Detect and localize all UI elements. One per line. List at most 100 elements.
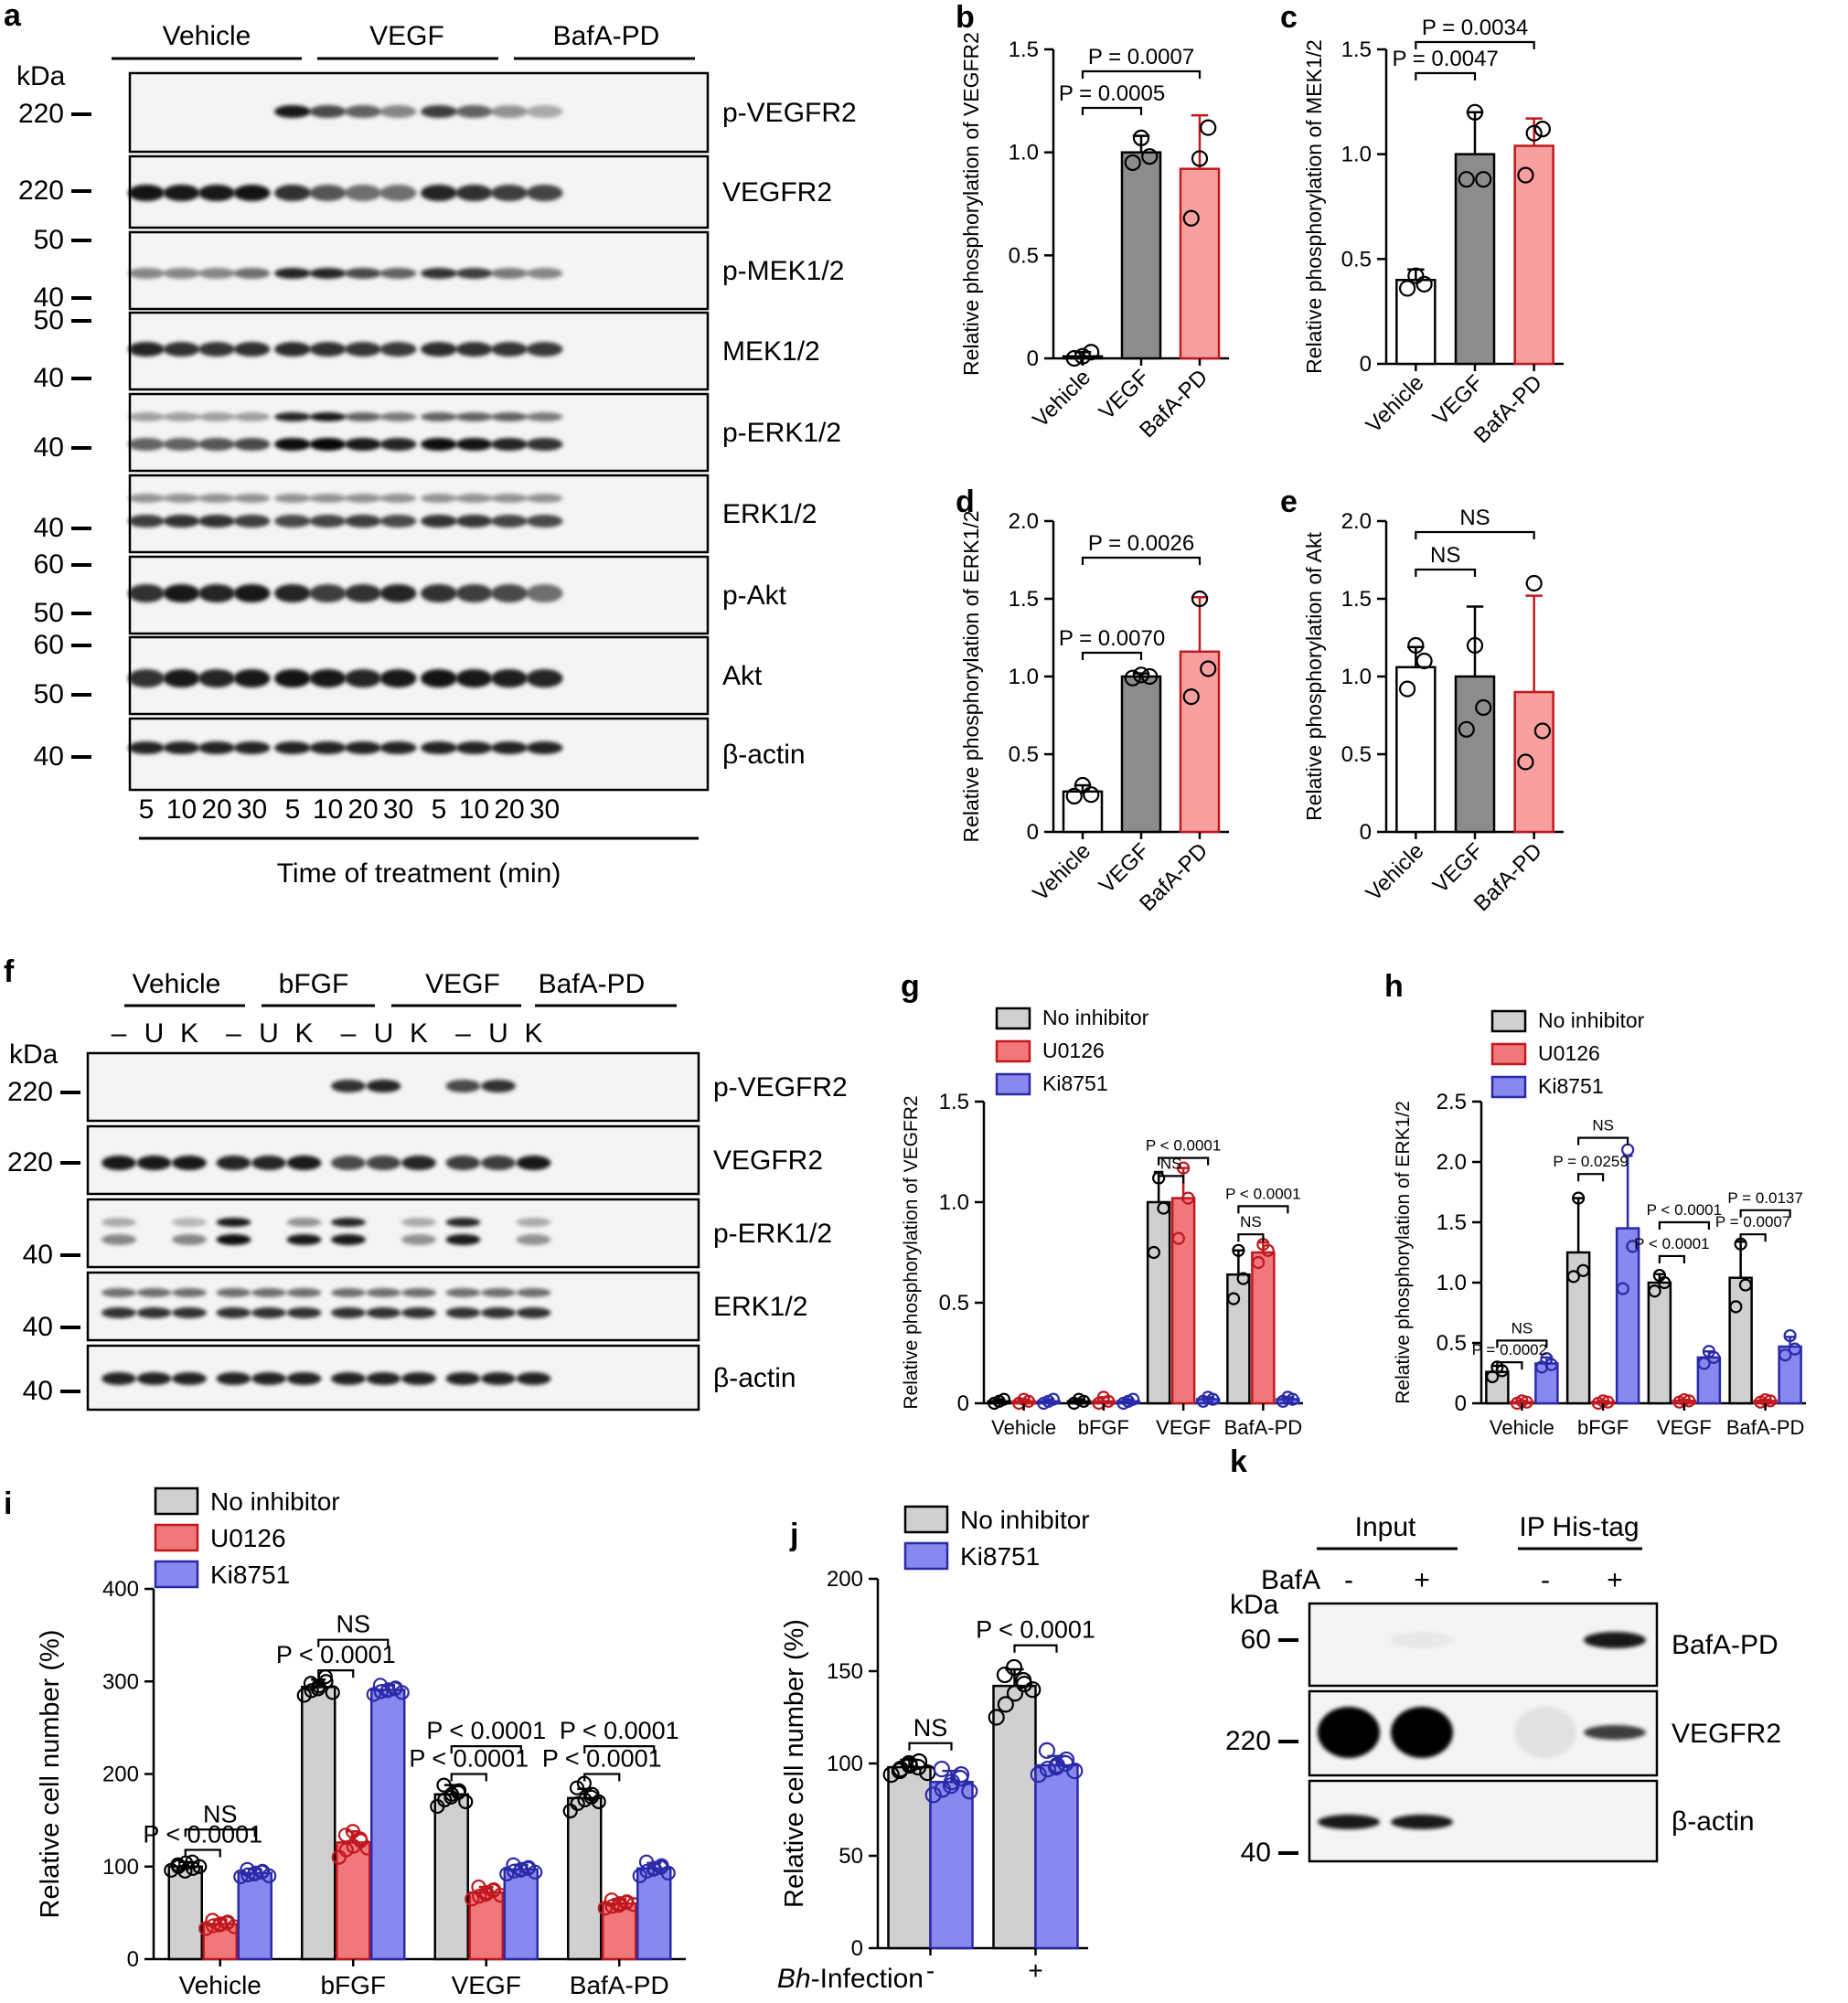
blot-band (309, 185, 347, 201)
data-point (952, 1770, 969, 1787)
blot-band (345, 105, 381, 118)
blot-band (216, 1288, 251, 1297)
significance-label: P = 0.0070 (1059, 626, 1165, 651)
bar (1034, 1763, 1079, 1950)
x-tick-label: Vehicle (1028, 365, 1095, 432)
data-point (1021, 1394, 1036, 1408)
significance-bracket (317, 1638, 390, 1647)
blot-band (198, 584, 235, 602)
chart-b: b 0 0.5 1.0 1.5 Relative phosphorylation of V… (956, 0, 1229, 442)
data-point (1066, 1762, 1084, 1780)
significance-label: P < 0.0001 (976, 1616, 1095, 1644)
y-axis-label: Relative phosphorylation of VEGFR2 (901, 1095, 922, 1409)
blot-band (366, 1372, 401, 1385)
blot-strip (128, 71, 710, 154)
significance-label: P = 0.0259 (1553, 1153, 1628, 1170)
y-tick-label: 1.0 (1009, 665, 1039, 689)
data-point (1601, 1395, 1615, 1409)
blot-band (421, 584, 457, 602)
blot-band (481, 1080, 516, 1092)
size-marker: 220 (18, 176, 64, 206)
y-tick-label: 0.5 (1009, 742, 1039, 767)
blot-band (274, 342, 311, 357)
legend-swatch (154, 1486, 199, 1516)
lane-label: - (1541, 1565, 1550, 1595)
data-point (900, 1754, 918, 1773)
data-point (1682, 1394, 1696, 1408)
data-point (1533, 722, 1552, 740)
y-tick-label: 1.5 (939, 1090, 969, 1114)
bar (1170, 1197, 1196, 1405)
blot-band (274, 185, 311, 201)
data-point (570, 1795, 585, 1812)
data-point (1005, 1658, 1023, 1677)
data-point (1102, 1394, 1116, 1408)
blot-band (1391, 1815, 1453, 1829)
panel-label: k (1230, 1444, 1247, 1479)
blot-band (526, 669, 563, 687)
data-point (1466, 636, 1484, 655)
legend-swatch (1490, 1042, 1527, 1066)
x-axis-label-italic: Bh (777, 1964, 811, 1994)
lane-label: K (180, 1018, 198, 1049)
data-point (1132, 129, 1150, 146)
legend-swatch (995, 1039, 1031, 1063)
blot-band (216, 1307, 251, 1318)
blot-band (379, 669, 417, 687)
y-tick-label: 300 (102, 1669, 139, 1694)
blot-band (526, 268, 563, 279)
y-tick-label: 0 (127, 1947, 139, 1972)
significance-bracket (317, 1669, 355, 1678)
blot-band (526, 342, 563, 357)
blot-band (421, 515, 457, 527)
data-point (185, 1854, 200, 1870)
data-point (1141, 148, 1159, 165)
size-marker: 50 (34, 305, 64, 336)
blot-band (101, 1234, 136, 1245)
blot-band (251, 1288, 286, 1297)
blot-band (233, 412, 271, 421)
significance-label: NS (1592, 1117, 1614, 1135)
blot-band (309, 342, 347, 357)
significance-bracket (1415, 530, 1535, 539)
blot-label: p-Akt (722, 581, 787, 611)
blot-band (331, 1307, 366, 1318)
legend-label: No inhibitor (210, 1487, 340, 1516)
data-point (240, 1861, 255, 1877)
data-point (325, 1685, 340, 1700)
data-point (192, 1859, 208, 1874)
size-marker: 40 (34, 513, 64, 543)
significance-label: P = 0.0137 (1727, 1189, 1802, 1207)
blot-band (445, 1156, 481, 1170)
data-point (1517, 753, 1534, 771)
blot-band (198, 342, 235, 357)
group-label: BafA-PD (539, 969, 646, 999)
group-label: bFGF (279, 969, 349, 999)
data-point (933, 1760, 951, 1778)
time-point: 10 (313, 794, 343, 825)
blot-band (233, 741, 271, 754)
blot-band (309, 515, 347, 527)
blot-band (128, 185, 165, 201)
significance-bracket (1158, 1156, 1210, 1166)
data-point (1525, 574, 1543, 592)
blot-band (172, 1288, 207, 1297)
blot-band (233, 515, 271, 527)
significance-label: NS (1512, 1319, 1533, 1337)
data-point (472, 1889, 487, 1904)
bar (1146, 1200, 1171, 1405)
panel-label: a (4, 0, 22, 33)
blot-band (421, 105, 457, 118)
blot-band (491, 105, 528, 118)
data-point (394, 1685, 410, 1700)
y-tick-label: 200 (102, 1763, 139, 1787)
data-point (1788, 1342, 1802, 1356)
blot-label: ERK1/2 (722, 499, 817, 529)
blot-band (274, 412, 311, 421)
size-marker: 50 (34, 679, 64, 709)
panel-label: g (901, 969, 920, 1004)
data-point (1047, 1758, 1065, 1776)
bar (1395, 666, 1437, 834)
blot-band (274, 494, 311, 503)
bar (567, 1796, 603, 1961)
